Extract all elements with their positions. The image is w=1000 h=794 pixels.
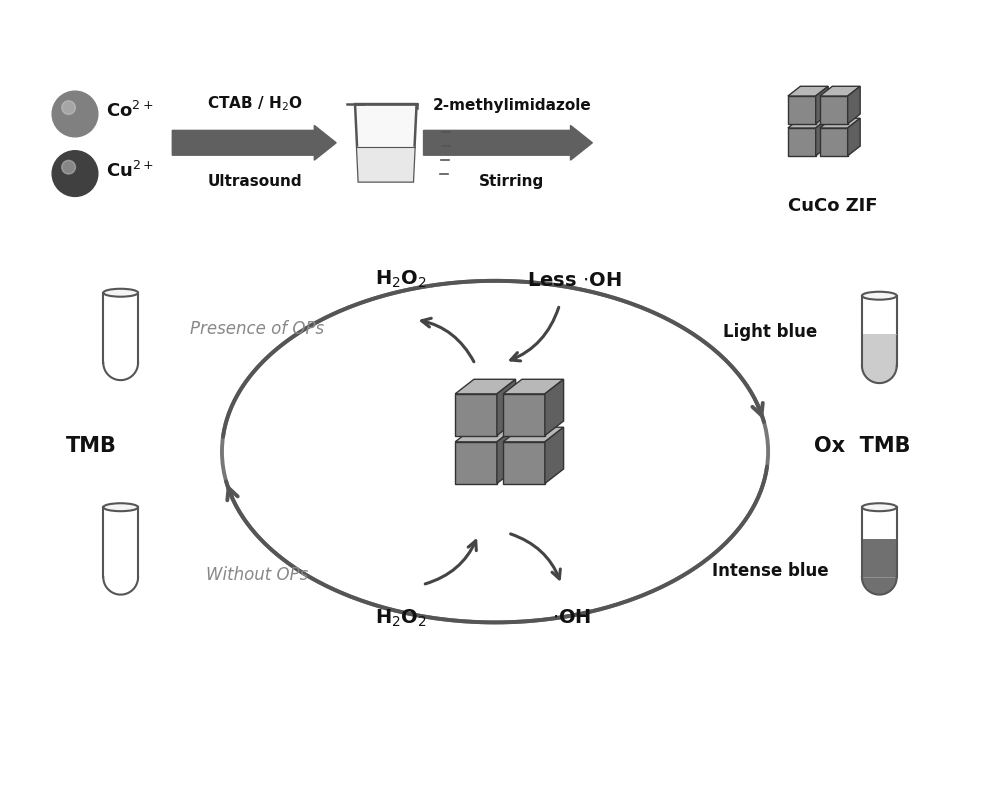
Polygon shape	[455, 427, 516, 441]
Polygon shape	[820, 96, 848, 124]
Text: Ox  TMB: Ox TMB	[814, 436, 911, 456]
FancyArrow shape	[172, 125, 336, 160]
Polygon shape	[503, 394, 545, 436]
Text: H$_2$O$_2$: H$_2$O$_2$	[375, 268, 427, 290]
Text: Light blue: Light blue	[723, 323, 817, 341]
Polygon shape	[862, 366, 897, 383]
Polygon shape	[862, 538, 897, 577]
Text: TMB: TMB	[65, 436, 116, 456]
Polygon shape	[357, 147, 415, 182]
Polygon shape	[455, 394, 497, 436]
Polygon shape	[355, 104, 417, 182]
Text: $\cdot$OH: $\cdot$OH	[552, 607, 591, 626]
Bar	[863, 295, 895, 334]
Polygon shape	[816, 87, 828, 124]
Circle shape	[52, 151, 98, 196]
Polygon shape	[820, 87, 860, 96]
Polygon shape	[497, 380, 516, 436]
Ellipse shape	[862, 291, 897, 299]
Polygon shape	[788, 87, 828, 96]
Text: Ultrasound: Ultrasound	[207, 174, 302, 188]
Bar	[105, 293, 137, 363]
Polygon shape	[848, 118, 860, 156]
Text: 2-methylimidazole: 2-methylimidazole	[433, 98, 591, 113]
Text: Presence of OPs: Presence of OPs	[190, 321, 324, 338]
Polygon shape	[497, 427, 516, 484]
Text: H$_2$O$_2$: H$_2$O$_2$	[375, 607, 427, 629]
Polygon shape	[820, 128, 848, 156]
Polygon shape	[455, 380, 516, 394]
Polygon shape	[820, 118, 860, 128]
Text: Intense blue: Intense blue	[712, 562, 828, 580]
Polygon shape	[788, 118, 828, 128]
Bar	[863, 507, 895, 538]
Polygon shape	[788, 128, 816, 156]
Ellipse shape	[103, 289, 138, 297]
Circle shape	[62, 101, 75, 114]
Ellipse shape	[103, 503, 138, 511]
Polygon shape	[848, 87, 860, 124]
Text: Co$^{2+}$: Co$^{2+}$	[106, 101, 153, 121]
Circle shape	[52, 91, 98, 137]
Polygon shape	[503, 427, 564, 441]
Text: Less $\cdot$OH: Less $\cdot$OH	[527, 271, 622, 290]
Bar	[105, 507, 137, 577]
Text: CuCo ZIF: CuCo ZIF	[788, 198, 877, 215]
Polygon shape	[503, 380, 564, 394]
Polygon shape	[862, 334, 897, 366]
Polygon shape	[503, 441, 545, 484]
Text: CTAB / H$_2$O: CTAB / H$_2$O	[207, 94, 303, 113]
Polygon shape	[816, 118, 828, 156]
Ellipse shape	[862, 503, 897, 511]
Circle shape	[62, 160, 75, 174]
Polygon shape	[455, 441, 497, 484]
FancyArrow shape	[424, 125, 592, 160]
Polygon shape	[788, 96, 816, 124]
Text: Cu$^{2+}$: Cu$^{2+}$	[106, 160, 154, 181]
Text: Stirring: Stirring	[479, 174, 545, 188]
Polygon shape	[862, 577, 897, 595]
Polygon shape	[545, 427, 564, 484]
Polygon shape	[545, 380, 564, 436]
Text: Without OPs: Without OPs	[206, 566, 308, 584]
